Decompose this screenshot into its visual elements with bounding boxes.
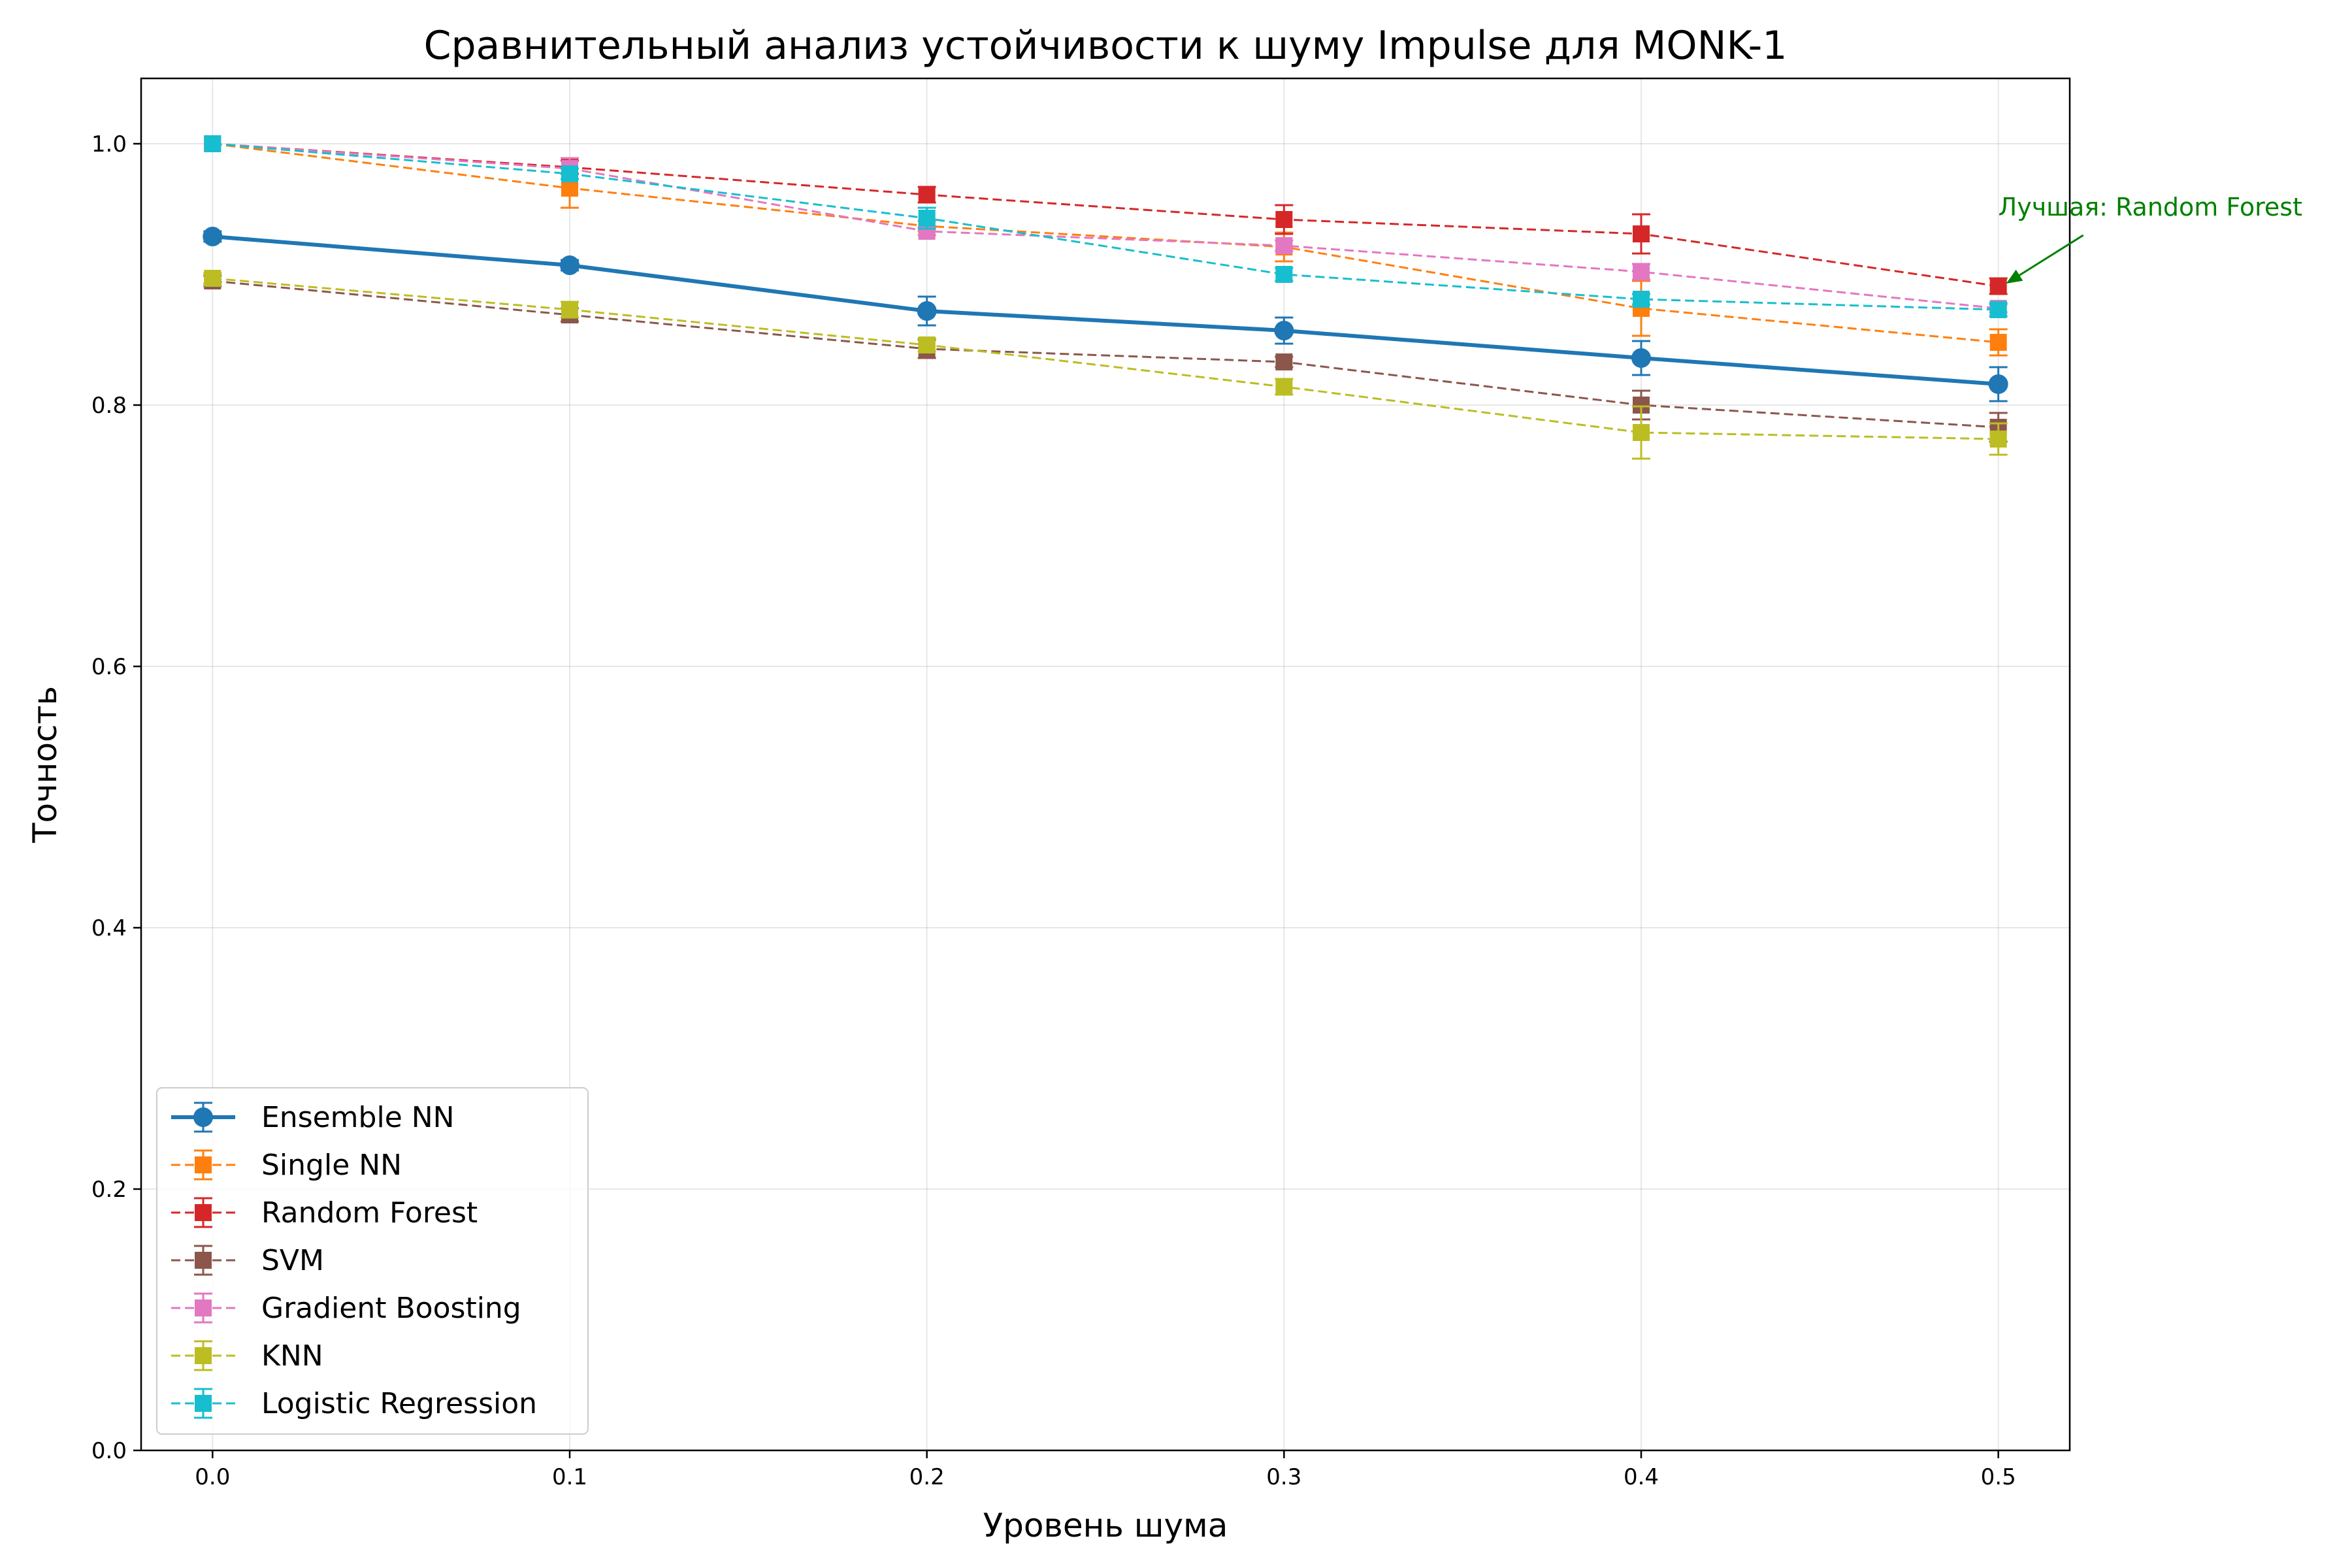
legend-label: SVM xyxy=(261,1244,324,1277)
legend-entry-logistic-regression: Logistic Regression xyxy=(171,1387,537,1420)
data-point xyxy=(1633,225,1650,242)
series-logistic-regression xyxy=(204,135,2008,318)
series-line-gradient-boosting xyxy=(212,142,1999,310)
x-tick-label: 0.1 xyxy=(552,1464,587,1490)
legend-entry-random-forest: Random Forest xyxy=(171,1196,478,1230)
series-random-forest xyxy=(204,135,2008,295)
x-tick-label: 0.0 xyxy=(195,1464,230,1490)
data-point xyxy=(204,270,221,287)
annotation-text: Лучшая: Random Forest xyxy=(1999,193,2302,221)
data-point xyxy=(1275,237,1293,254)
legend-entry-gradient-boosting: Gradient Boosting xyxy=(171,1292,521,1325)
data-point xyxy=(918,210,936,227)
series-line-knn xyxy=(212,277,1999,440)
legend-entry-knn: KNN xyxy=(171,1339,323,1373)
series-line-svm xyxy=(212,280,1999,429)
data-point xyxy=(1275,378,1293,395)
data-point xyxy=(561,165,578,182)
legend-label: Logistic Regression xyxy=(261,1387,537,1420)
y-axis-label: Точность xyxy=(26,686,64,843)
annotation: Лучшая: Random Forest xyxy=(1999,193,2302,284)
series-gradient-boosting xyxy=(204,135,2008,317)
data-point xyxy=(918,336,936,353)
legend-box xyxy=(156,1087,589,1435)
x-tick-label: 0.2 xyxy=(909,1464,945,1490)
data-point xyxy=(203,227,223,246)
legend-entry-single-nn: Single NN xyxy=(171,1149,402,1182)
y-tick-label: 0.2 xyxy=(91,1177,127,1203)
data-point xyxy=(1633,263,1650,280)
legend-entry-ensemble-nn: Ensemble NN xyxy=(171,1101,455,1134)
y-tick-label: 1.0 xyxy=(91,131,127,157)
data-point xyxy=(917,301,937,321)
series-knn xyxy=(203,270,2008,460)
legend: Ensemble NN Single NN Random Forest SVM Grad… xyxy=(156,1087,589,1435)
data-point xyxy=(1989,431,2007,448)
series-ensemble-nn xyxy=(203,227,2008,402)
data-point xyxy=(1988,374,2008,394)
legend-marker xyxy=(193,1107,213,1127)
series-line-ensemble-nn xyxy=(212,235,1999,386)
legend-label: Ensemble NN xyxy=(261,1101,455,1134)
data-point xyxy=(1633,291,1650,308)
x-tick-label: 0.4 xyxy=(1624,1464,1659,1490)
y-tick-label: 0.8 xyxy=(91,393,127,419)
annotation-arrow xyxy=(2019,234,2084,276)
legend-marker xyxy=(195,1347,212,1364)
y-tick-label: 0.6 xyxy=(91,654,127,680)
x-axis-label: Уровень шума xyxy=(983,1507,1228,1544)
legend-label: KNN xyxy=(261,1339,323,1373)
data-point xyxy=(561,301,578,318)
data-point xyxy=(1989,278,2007,295)
x-tick-label: 0.5 xyxy=(1981,1464,2016,1490)
y-tick-label: 0.0 xyxy=(91,1438,127,1464)
series-svm xyxy=(203,272,2008,443)
data-point xyxy=(560,255,580,275)
series-line-single-nn xyxy=(212,142,1999,344)
data-point xyxy=(561,180,578,197)
legend-entry-svm: SVM xyxy=(171,1244,324,1277)
plot-series xyxy=(203,135,2008,460)
data-point xyxy=(1274,321,1294,340)
legend-label: Gradient Boosting xyxy=(261,1292,521,1325)
legend-marker xyxy=(195,1252,212,1269)
legend-marker xyxy=(195,1395,212,1412)
chart-title: Сравнительный анализ устойчивости к шуму… xyxy=(424,23,1788,69)
data-point xyxy=(204,135,221,152)
series-line-logistic-regression xyxy=(212,142,1999,311)
data-point xyxy=(1275,266,1293,283)
legend-marker xyxy=(195,1156,212,1173)
data-point xyxy=(1989,334,2007,351)
data-point xyxy=(1989,301,2007,318)
annotation-arrowhead xyxy=(2006,269,2023,284)
data-point xyxy=(1633,424,1650,441)
legend-marker xyxy=(195,1204,212,1221)
y-tick-label: 0.4 xyxy=(91,915,127,941)
legend-marker xyxy=(195,1299,212,1316)
data-point xyxy=(1631,348,1651,368)
data-point xyxy=(1275,211,1293,228)
series-line-random-forest xyxy=(212,142,1999,287)
legend-label: Single NN xyxy=(261,1149,402,1182)
data-point xyxy=(918,186,936,203)
axis-ticks: 0.0 0.1 0.2 0.3 0.4 0.5 0.0 0.2 0.4 0.6 0.8 1.0 xyxy=(91,131,2016,1490)
x-tick-label: 0.3 xyxy=(1266,1464,1301,1490)
data-point xyxy=(1275,353,1293,370)
legend-label: Random Forest xyxy=(261,1196,478,1230)
plot-frame xyxy=(140,77,2071,1452)
